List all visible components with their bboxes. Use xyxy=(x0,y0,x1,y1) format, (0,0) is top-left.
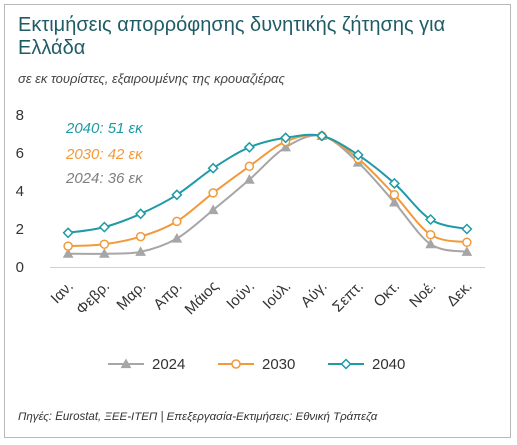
chart-subtitle: σε εκ τουρίστες, εξαιρουμένης της κρουαζ… xyxy=(18,71,285,86)
data-point-2030 xyxy=(425,229,436,240)
source-note: Πηγές: Eurostat, ΞΕΕ-ΙΤΕΠ | Επεξεργασία-… xyxy=(18,411,378,423)
legend-label-2040: 2040 xyxy=(372,356,405,373)
data-point-2040 xyxy=(135,208,147,220)
x-tick-label: Οκτ. xyxy=(370,278,403,311)
data-point-2024 xyxy=(135,246,146,256)
data-point-2030 xyxy=(208,188,218,198)
data-point-2040 xyxy=(171,189,183,201)
data-point-2040 xyxy=(98,221,110,233)
data-point-2024 xyxy=(244,174,255,184)
series-total-annotation: 2030: 42 εκ xyxy=(65,146,144,163)
data-point-2024 xyxy=(425,238,436,249)
data-point-2040 xyxy=(243,141,255,153)
data-point-2024 xyxy=(207,204,219,215)
data-point-2024 xyxy=(62,248,74,258)
data-point-2040 xyxy=(316,130,328,142)
y-tick-label: 0 xyxy=(16,259,24,276)
data-point-2030 xyxy=(462,237,472,248)
y-tick-label: 4 xyxy=(16,183,24,200)
series-total-annotation: 2024: 36 εκ xyxy=(65,170,144,187)
series-total-annotation: 2040: 51 εκ xyxy=(65,120,144,137)
x-tick-label: Αύγ. xyxy=(298,278,331,311)
data-point-2040 xyxy=(207,162,219,174)
x-tick-label: Δεκ. xyxy=(444,278,476,310)
y-tick-label: 6 xyxy=(16,145,24,162)
x-tick-label: Απρ. xyxy=(150,278,185,313)
x-tick-label: Μαρ. xyxy=(113,278,149,314)
data-point-2040 xyxy=(388,177,400,189)
x-tick-label: Φεβρ. xyxy=(73,278,113,318)
data-point-2024 xyxy=(280,141,291,152)
chart-frame xyxy=(4,4,511,438)
y-tick-label: 8 xyxy=(16,107,24,124)
x-tick-label: Νοέ. xyxy=(406,278,439,311)
x-tick-label: Μάιος xyxy=(182,278,222,318)
data-point-2024 xyxy=(461,246,473,256)
data-point-2040 xyxy=(425,213,437,226)
data-point-2030 xyxy=(135,231,146,242)
data-point-2040 xyxy=(280,132,292,144)
data-point-2040 xyxy=(352,149,364,161)
data-point-2030 xyxy=(389,190,400,200)
legend-label-2030: 2030 xyxy=(262,356,295,373)
data-point-2030 xyxy=(244,161,255,172)
legend-label-2024: 2024 xyxy=(152,356,185,373)
data-point-2024 xyxy=(99,248,110,258)
x-tick-label: Ιούλ. xyxy=(260,278,295,313)
legend-marker-2024 xyxy=(120,358,132,369)
legend-marker-2030 xyxy=(231,359,241,369)
chart-title: Εκτιμήσεις απορρόφησης δυνητικής ζήτησης… xyxy=(18,14,446,59)
data-point-2040 xyxy=(461,223,473,235)
legend-marker-2040 xyxy=(340,358,352,370)
data-point-2030 xyxy=(99,239,110,249)
data-point-2024 xyxy=(171,232,183,243)
data-point-2024 xyxy=(389,196,400,207)
x-tick-label: Ιούν. xyxy=(223,278,258,313)
x-tick-label: Σεπτ. xyxy=(329,278,367,316)
data-point-2030 xyxy=(63,241,73,251)
x-tick-label: Ιαν. xyxy=(48,278,77,307)
data-point-2040 xyxy=(62,227,74,239)
data-point-2030 xyxy=(172,216,182,227)
y-tick-label: 2 xyxy=(16,221,24,238)
